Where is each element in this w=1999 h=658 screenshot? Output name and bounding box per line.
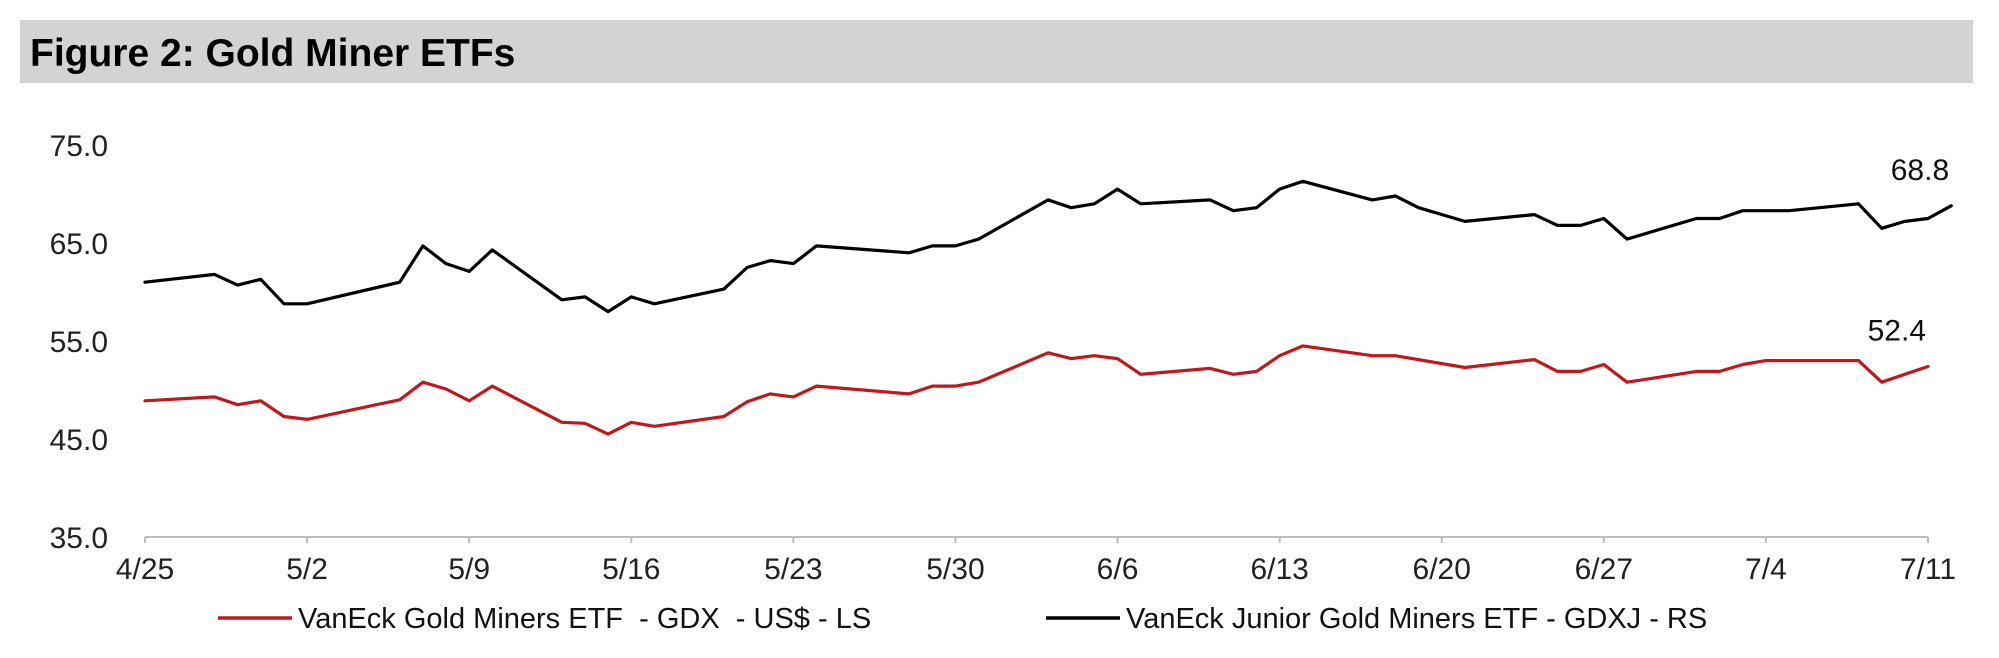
end-labels: 52.4 68.8 <box>1868 154 1950 348</box>
x-tick-label: 7/4 <box>1745 553 1787 586</box>
title-bar: Figure 2: Gold Miner ETFs <box>20 20 1973 83</box>
x-tick-label: 5/23 <box>764 553 822 586</box>
x-tick-label: 5/9 <box>448 553 490 586</box>
series-lines <box>143 179 1953 436</box>
chart-title: Figure 2: Gold Miner ETFs <box>30 32 516 75</box>
y-tick-label: 45.0 <box>50 424 108 457</box>
end-label-gdxj: 68.8 <box>1891 154 1949 187</box>
legend-label-gdx: VanEck Gold Miners ETF - GDX - US$ - LS <box>298 603 871 635</box>
series-line-gdx <box>143 344 1930 436</box>
y-tick-label: 75.0 <box>50 130 108 163</box>
x-tick-label: 4/25 <box>116 553 174 586</box>
x-tick-label: 5/30 <box>926 553 984 586</box>
y-axis-ticks: 35.0 45.0 55.0 65.0 75.0 <box>50 130 108 555</box>
x-tick-label: 6/13 <box>1250 553 1308 586</box>
x-tick-label: 6/20 <box>1413 553 1471 586</box>
x-tick-label: 6/6 <box>1097 553 1139 586</box>
x-tick-label: 5/2 <box>286 553 328 586</box>
y-tick-label: 55.0 <box>50 326 108 359</box>
end-label-gdx: 52.4 <box>1868 314 1926 347</box>
x-tick-label: 5/16 <box>602 553 660 586</box>
y-tick-label: 65.0 <box>50 228 108 261</box>
legend-label-gdxj: VanEck Junior Gold Miners ETF - GDXJ - R… <box>1126 603 1707 635</box>
x-tick-label: 6/27 <box>1575 553 1633 586</box>
x-axis-ticks: 4/25 5/2 5/9 5/16 5/23 5/30 6/6 6/13 6/20 6/27 7/4… <box>116 537 1956 586</box>
series-line-gdxj <box>143 179 1953 314</box>
legend: VanEck Gold Miners ETF - GDX - US$ - LS V… <box>218 603 1707 635</box>
x-tick-label: 7/11 <box>1900 553 1956 586</box>
y-tick-label: 35.0 <box>50 522 108 555</box>
